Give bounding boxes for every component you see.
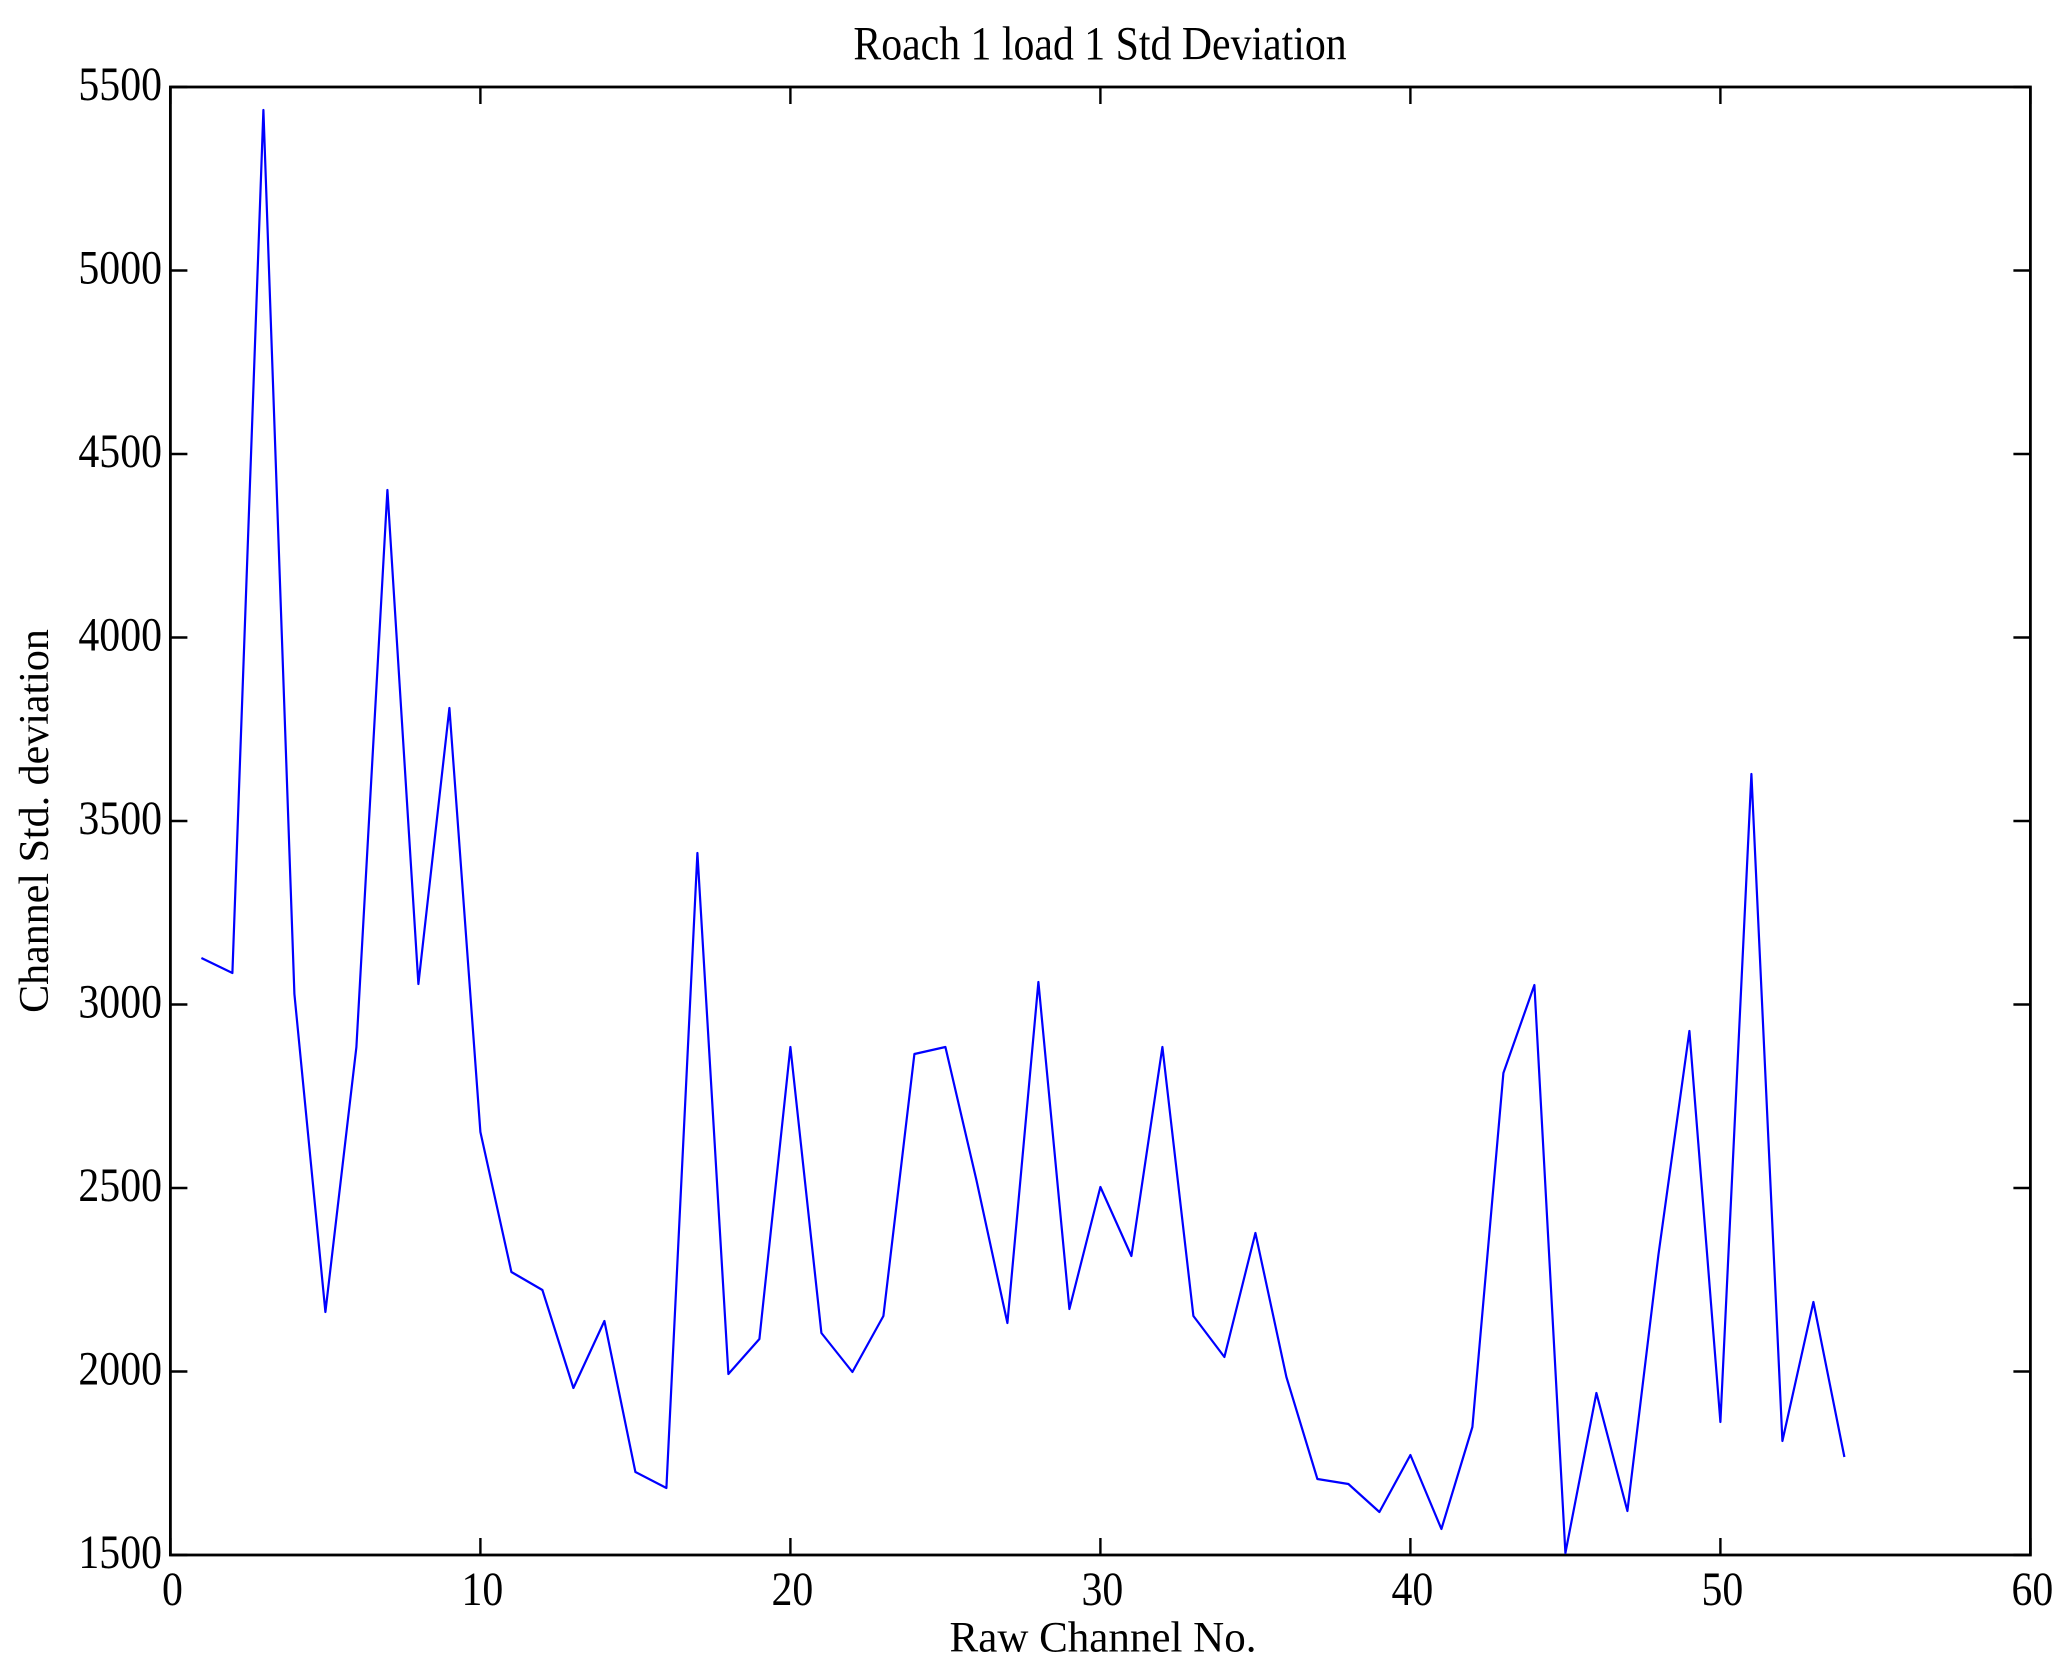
svg-text:Channel Std. deviation: Channel Std. deviation — [12, 629, 58, 1013]
svg-text:2500: 2500 — [78, 1159, 162, 1212]
svg-text:3500: 3500 — [78, 792, 162, 845]
svg-text:10: 10 — [462, 1562, 504, 1615]
svg-text:1500: 1500 — [78, 1526, 162, 1579]
svg-text:4000: 4000 — [78, 608, 162, 661]
svg-text:20: 20 — [772, 1562, 814, 1615]
svg-text:Raw Channel No.: Raw Channel No. — [950, 1614, 1257, 1661]
svg-text:4500: 4500 — [78, 425, 162, 478]
svg-text:0: 0 — [162, 1562, 183, 1615]
svg-text:50: 50 — [1702, 1562, 1744, 1615]
svg-text:2000: 2000 — [78, 1342, 162, 1395]
svg-text:60: 60 — [2012, 1562, 2054, 1615]
svg-text:3000: 3000 — [78, 975, 162, 1028]
svg-text:30: 30 — [1082, 1562, 1124, 1615]
svg-text:Roach 1 load 1 Std Deviation: Roach 1 load 1 Std Deviation — [853, 17, 1346, 70]
svg-text:5500: 5500 — [78, 58, 162, 111]
svg-text:40: 40 — [1392, 1562, 1434, 1615]
svg-text:5000: 5000 — [78, 241, 162, 294]
